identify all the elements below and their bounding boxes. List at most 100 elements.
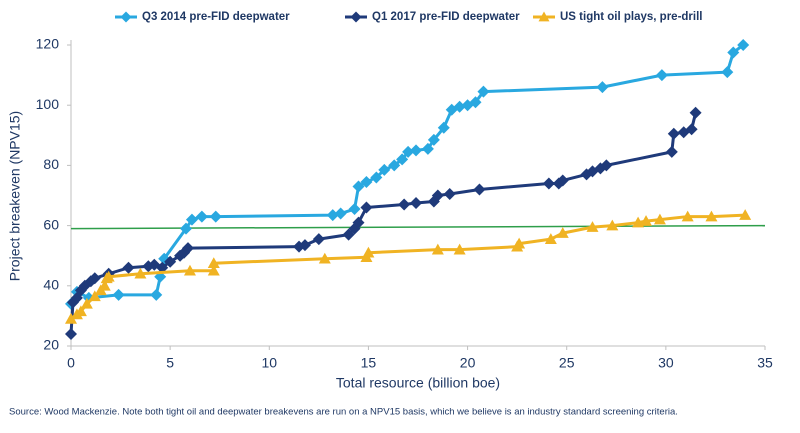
legend-label: US tight oil plays, pre-drill — [560, 11, 703, 23]
legend-label: Q3 2014 pre-FID deepwater — [142, 11, 290, 23]
data-point — [80, 297, 93, 309]
data-point — [98, 279, 111, 291]
data-point — [185, 213, 198, 226]
data-point — [88, 272, 101, 285]
data-point — [362, 246, 375, 258]
data-point — [443, 187, 456, 200]
data-point — [134, 267, 147, 279]
legend-marker — [120, 11, 132, 23]
data-point — [396, 153, 409, 166]
data-point — [388, 159, 401, 172]
data-point — [469, 96, 482, 109]
x-tick-label: 30 — [658, 355, 674, 371]
data-point — [164, 255, 177, 268]
data-point — [427, 133, 440, 146]
data-point — [640, 215, 653, 226]
series-line — [69, 112, 698, 335]
y-tick-label: 40 — [43, 277, 59, 293]
data-point — [513, 237, 526, 249]
series-line — [70, 213, 746, 321]
data-point — [352, 216, 365, 229]
data-point — [122, 261, 135, 274]
x-tick-label: 10 — [261, 355, 277, 371]
data-point — [606, 219, 619, 231]
data-point — [431, 243, 444, 255]
data-point — [156, 261, 169, 274]
x-tick-label: 35 — [757, 355, 773, 371]
data-point — [360, 201, 373, 214]
data-point — [667, 127, 680, 140]
source-note: Source: Wood Mackenzie. Note both tight … — [9, 407, 678, 418]
x-tick-label: 5 — [166, 355, 174, 371]
data-point — [653, 213, 666, 225]
data-point — [453, 100, 466, 113]
data-point — [473, 183, 486, 196]
data-point — [727, 46, 740, 59]
data-point — [348, 203, 361, 216]
data-point — [542, 177, 555, 190]
y-tick-label: 120 — [36, 36, 60, 52]
data-point — [352, 180, 365, 193]
legend-marker — [538, 11, 550, 22]
data-point — [410, 197, 423, 210]
data-point — [102, 270, 115, 282]
data-point — [705, 210, 718, 222]
data-point — [195, 210, 208, 223]
data-point — [556, 174, 569, 187]
data-point — [207, 257, 220, 269]
data-point — [453, 243, 466, 255]
data-point — [437, 121, 450, 134]
data-point — [209, 210, 222, 223]
data-point — [312, 233, 325, 246]
reference-line — [70, 224, 766, 230]
x-tick-label: 15 — [361, 355, 377, 371]
x-tick-label: 20 — [460, 355, 476, 371]
data-point — [665, 145, 678, 158]
data-point — [65, 327, 77, 340]
data-point — [739, 209, 752, 220]
data-point — [360, 175, 373, 188]
legend-marker — [350, 11, 362, 23]
data-point — [431, 189, 444, 202]
data-point — [737, 39, 750, 51]
data-point — [65, 312, 77, 324]
data-point — [596, 81, 609, 94]
data-point — [721, 66, 734, 79]
data-point — [370, 171, 383, 184]
data-point — [685, 123, 698, 136]
data-point — [586, 221, 599, 232]
data-point — [556, 227, 569, 238]
data-point — [677, 126, 690, 139]
y-tick-label: 100 — [36, 96, 60, 112]
data-point — [600, 159, 613, 172]
data-point — [88, 290, 101, 302]
y-tick-label: 60 — [43, 216, 59, 232]
data-point — [421, 142, 434, 155]
data-point — [689, 106, 702, 119]
y-tick-label: 80 — [43, 156, 59, 172]
data-point — [183, 264, 196, 276]
data-point — [410, 144, 423, 157]
data-point — [150, 288, 163, 301]
data-point — [334, 207, 347, 220]
data-point — [544, 233, 557, 244]
data-point — [477, 85, 490, 98]
data-point — [378, 163, 391, 176]
x-axis-title: Total resource (billion boe) — [336, 375, 500, 391]
y-tick-label: 20 — [43, 337, 59, 353]
y-axis-title: Project breakeven (NPV15) — [7, 111, 23, 281]
data-point — [181, 242, 194, 255]
data-point — [318, 252, 331, 264]
x-tick-label: 25 — [559, 355, 575, 371]
data-point — [402, 145, 415, 158]
legend-label: Q1 2017 pre-FID deepwater — [372, 11, 520, 23]
data-point — [180, 222, 193, 235]
x-tick-label: 0 — [67, 355, 75, 371]
data-point — [326, 209, 339, 222]
data-point — [207, 264, 220, 276]
data-point — [112, 288, 125, 301]
data-point — [681, 210, 694, 222]
data-point — [398, 198, 411, 211]
